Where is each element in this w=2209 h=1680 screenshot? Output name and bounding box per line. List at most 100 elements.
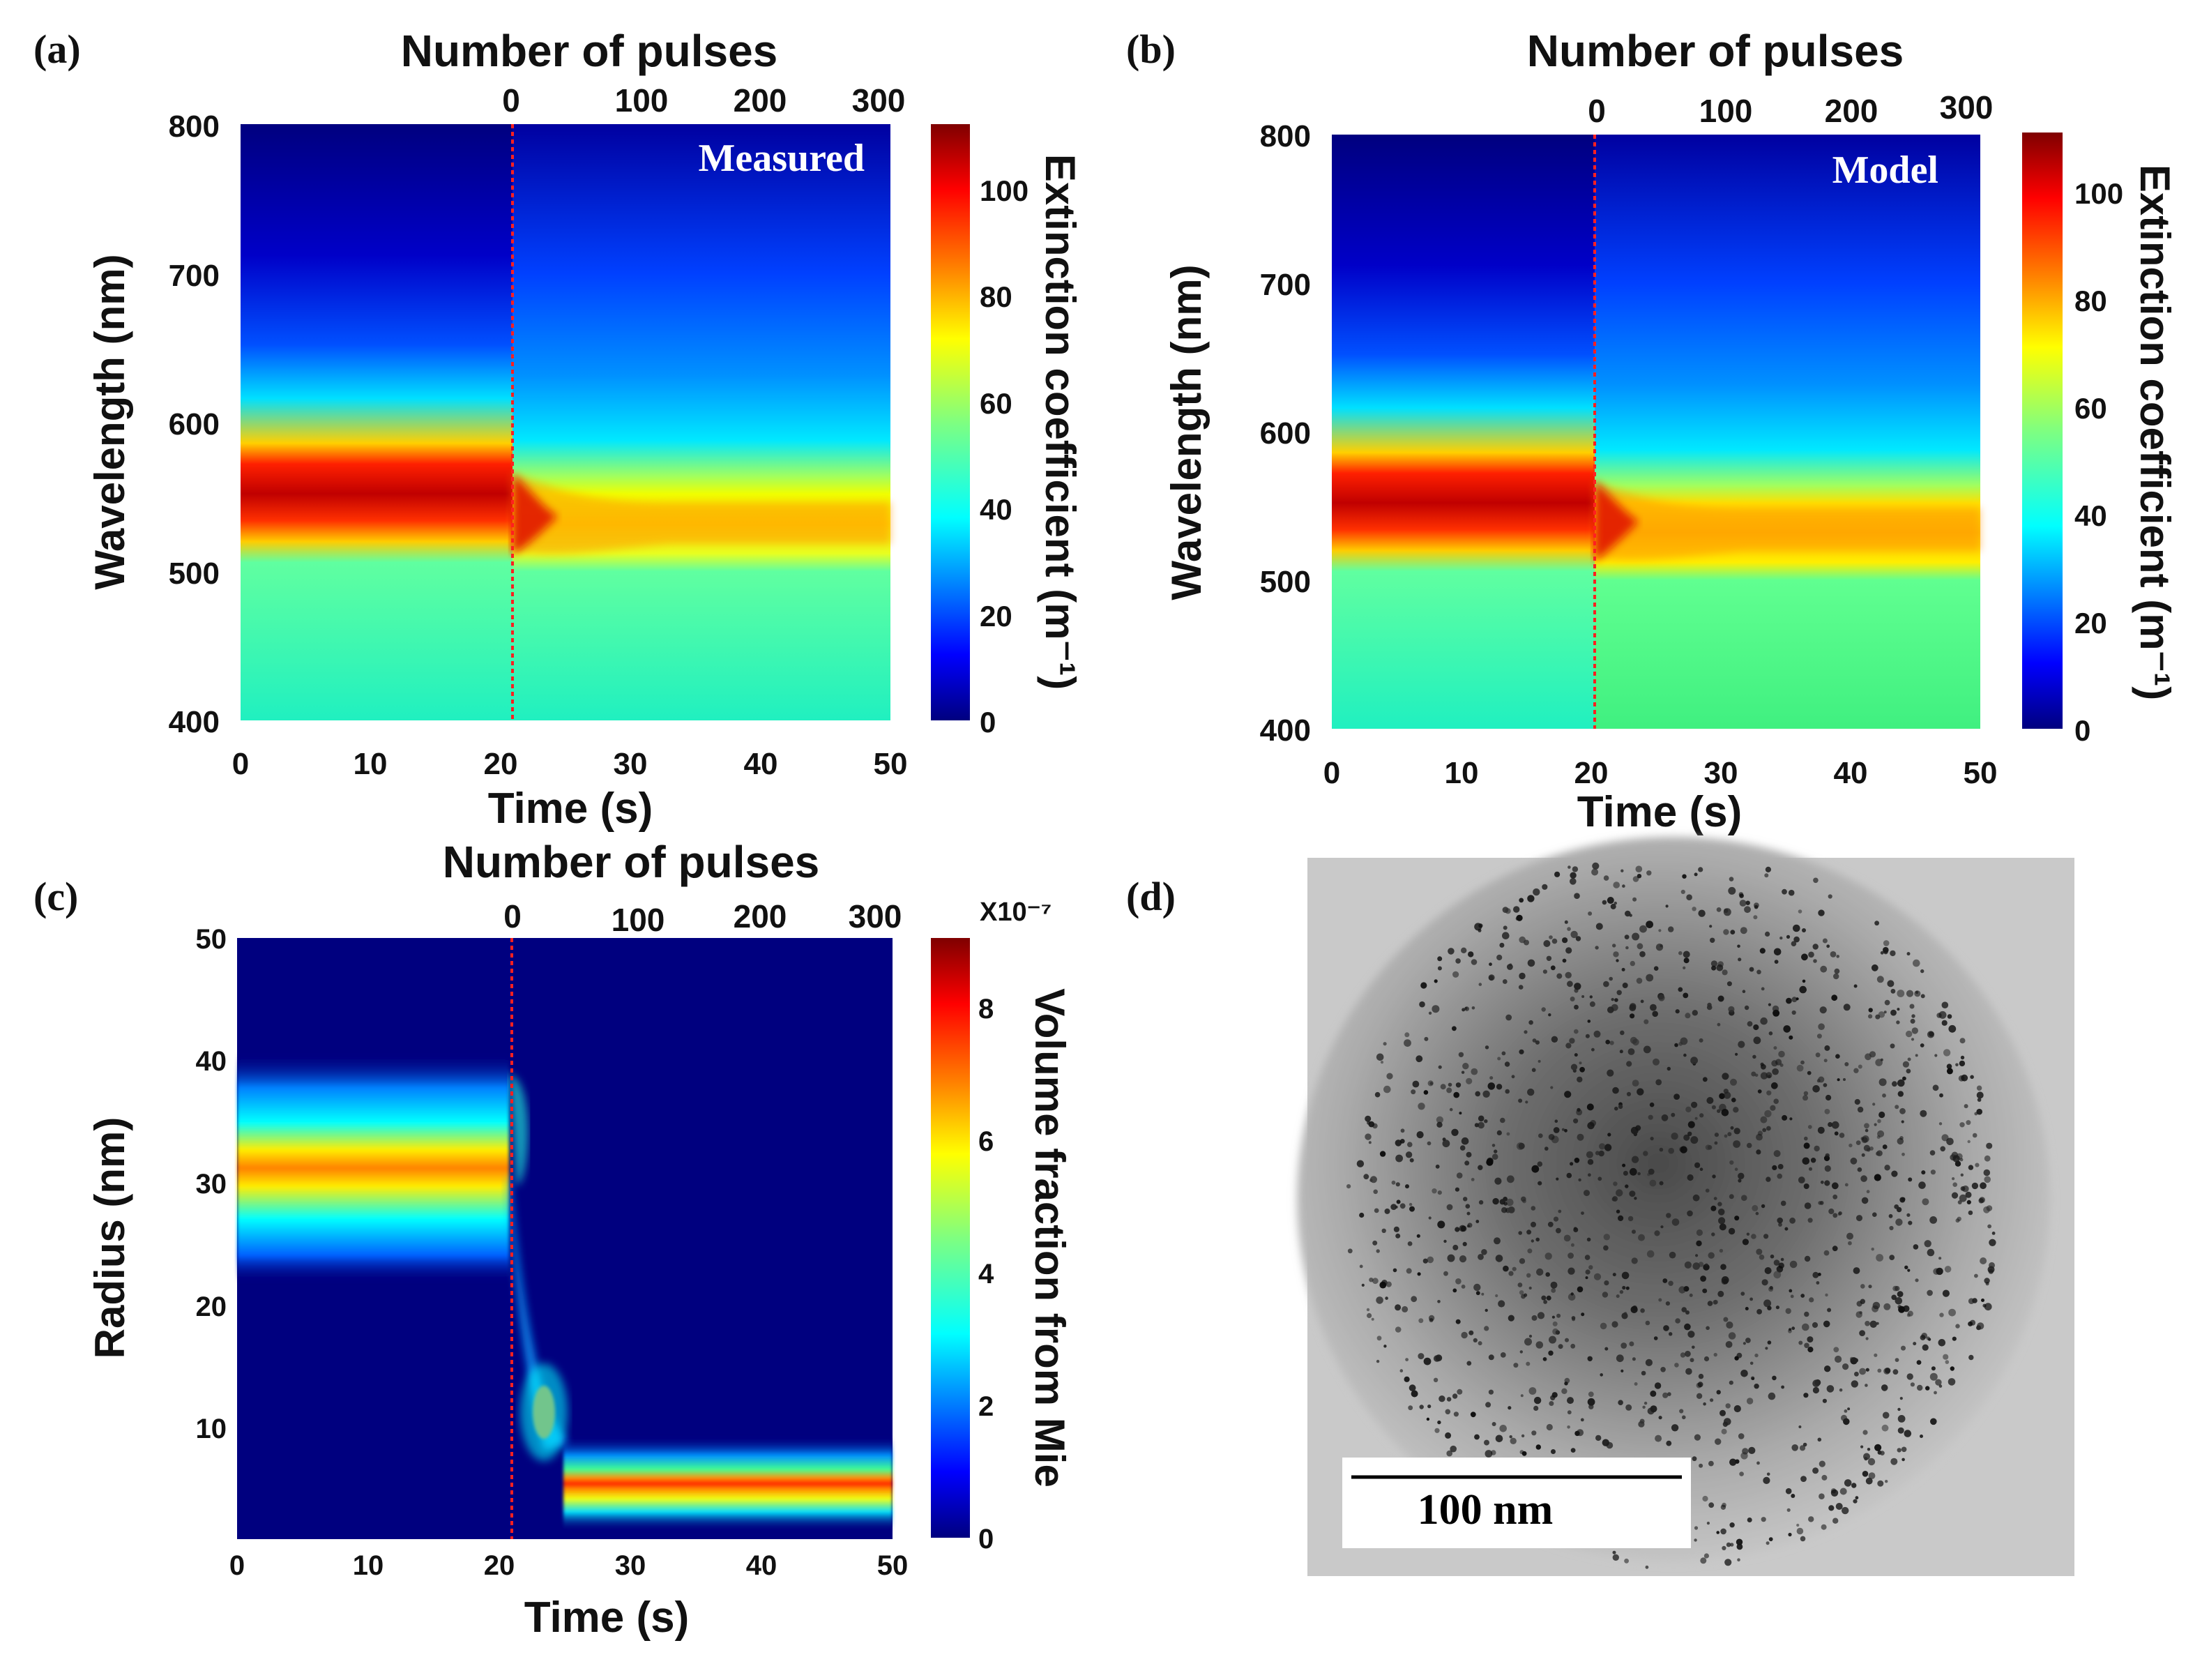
tem-particle: [1723, 1089, 1729, 1094]
tem-particle: [1970, 1075, 1974, 1080]
tem-particle: [1713, 1197, 1717, 1200]
tem-particle: [1635, 1125, 1641, 1131]
tem-particle: [1616, 1209, 1620, 1213]
panel-b-top-axis: 0 100 200 300: [1588, 89, 1993, 129]
tem-particle: [1756, 1133, 1763, 1141]
tem-particle: [1730, 1126, 1734, 1130]
tem-particle: [1730, 930, 1736, 934]
tem-particle: [1988, 1269, 1994, 1274]
tem-particle: [1645, 1565, 1649, 1569]
panel-c-top-tick-200: 200: [734, 898, 787, 934]
panel-c-ytick: 20: [196, 1292, 227, 1322]
tem-particle: [1405, 1151, 1413, 1158]
tem-particle: [1972, 1298, 1978, 1303]
tem-particle: [1531, 1068, 1536, 1073]
tem-particle: [1550, 965, 1556, 971]
tem-particle: [1839, 1488, 1847, 1495]
tem-particle: [1877, 1480, 1884, 1487]
tem-particle: [1458, 1052, 1464, 1058]
tem-particle: [1869, 1320, 1877, 1329]
tem-particle: [1461, 1137, 1469, 1145]
tem-particle: [1682, 1415, 1686, 1420]
tem-particle: [1960, 1186, 1966, 1191]
tem-particle: [1457, 1388, 1463, 1395]
tem-particle: [1911, 1038, 1915, 1041]
tem-particle: [1386, 1281, 1392, 1287]
tem-particle: [1603, 1234, 1610, 1241]
panel-d-label: (d): [1126, 874, 1176, 919]
tem-particle: [1599, 1143, 1606, 1150]
tem-particle: [1503, 1202, 1508, 1206]
tem-particle: [1666, 1440, 1672, 1446]
tem-particle: [1764, 873, 1769, 878]
tem-particle: [1595, 923, 1603, 930]
tem-particle: [1367, 1121, 1371, 1125]
tem-particle: [1501, 1207, 1508, 1213]
tem-particle: [1522, 1199, 1526, 1204]
tem-particle: [1786, 1508, 1791, 1512]
tem-particle: [1562, 937, 1568, 944]
tem-particle: [1478, 1200, 1484, 1205]
panel-c-xtick: 10: [353, 1550, 384, 1581]
tem-particle: [1692, 1010, 1698, 1016]
tem-particle: [1832, 1194, 1838, 1200]
tem-particle: [1591, 868, 1599, 876]
tem-particle: [1503, 925, 1508, 930]
tem-particle: [1793, 936, 1800, 943]
tem-particle: [1697, 1382, 1703, 1388]
tem-particle: [1749, 1297, 1754, 1301]
tem-particle: [1484, 1439, 1489, 1446]
tem-particle: [1700, 1557, 1707, 1564]
tem-particle: [1883, 949, 1888, 955]
tem-particle: [1720, 1264, 1726, 1270]
tem-particle: [1502, 979, 1508, 984]
panel-c-xtick: 50: [877, 1550, 909, 1581]
tem-particle: [1716, 1531, 1720, 1534]
tem-particle: [1707, 1301, 1713, 1306]
tem-particle: [1710, 1205, 1717, 1211]
panel-b-ytick: 500: [1260, 565, 1311, 599]
tem-particle: [1614, 1106, 1618, 1111]
tem-particle: [1728, 1006, 1735, 1013]
tem-particle: [1491, 1422, 1496, 1426]
tem-particle: [1738, 892, 1744, 897]
tem-particle: [1881, 1424, 1889, 1432]
tem-particle: [1717, 1202, 1722, 1206]
tem-particle: [1632, 876, 1639, 882]
tem-particle: [1830, 951, 1837, 958]
tem-particle: [1512, 1266, 1517, 1271]
tem-particle: [1807, 1336, 1814, 1343]
tem-particle: [1875, 1014, 1881, 1020]
panel-b-annotation: Model: [1832, 149, 1938, 192]
tem-particle: [1865, 1321, 1870, 1326]
tem-particle: [1844, 1062, 1849, 1066]
tem-particle: [1391, 1180, 1396, 1185]
tem-particle: [1613, 881, 1620, 888]
tem-particle: [1734, 1167, 1738, 1171]
tem-particle: [1437, 1300, 1441, 1303]
tem-particle: [1496, 954, 1503, 961]
tem-particle: [1494, 1149, 1498, 1153]
tem-particle: [1710, 937, 1715, 944]
tem-particle: [1703, 1402, 1706, 1406]
tem-particle: [1551, 1315, 1555, 1319]
tem-particle: [1621, 967, 1625, 971]
tem-particle: [1907, 1057, 1911, 1061]
tem-particle: [1620, 869, 1624, 872]
tem-particle: [1630, 1013, 1635, 1019]
tem-particle: [1612, 1550, 1616, 1554]
tem-particle: [1473, 1283, 1481, 1292]
panel-b-xtick: 0: [1323, 756, 1340, 790]
tem-particle: [1554, 871, 1561, 877]
tem-particle: [1738, 958, 1742, 962]
tem-particle: [1876, 976, 1884, 983]
tem-particle: [1428, 1011, 1432, 1015]
tem-particle: [1966, 1120, 1971, 1126]
tem-particle: [1562, 958, 1567, 963]
tem-particle: [1851, 1380, 1858, 1388]
tem-scalebar: 100 nm: [1342, 1458, 1691, 1548]
tem-particle: [1724, 1559, 1732, 1566]
tem-particle: [1499, 1425, 1507, 1432]
panel-a-colorbar: 0 20 40 60 80 100 Extinction coefficient…: [931, 124, 1084, 739]
tem-particle: [1474, 1434, 1480, 1440]
